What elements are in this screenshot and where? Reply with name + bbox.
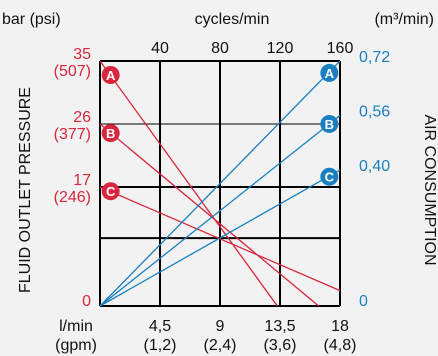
left-tick-label: 0 [82, 293, 91, 310]
top-tick-label: 120 [267, 40, 294, 57]
bottom-tick-sublabel: (3,6) [264, 337, 297, 354]
right-tick-label: 0 [359, 293, 368, 310]
left-tick-label: 17 [73, 172, 91, 189]
pressure-line-b [99, 123, 320, 307]
pressure-series-a-badge [101, 66, 120, 84]
bottom-tick-label: 9 [216, 318, 225, 335]
series [99, 60, 341, 307]
air-series-a-badge [320, 63, 339, 82]
air-line-c [99, 169, 341, 307]
air-series-a-badge-label: A [325, 66, 335, 81]
bottom-tick-label: 4,5 [149, 318, 171, 335]
air-line-b [99, 114, 341, 307]
top-tick-label: 80 [211, 40, 229, 57]
pressure-line-c [99, 186, 341, 292]
bottom-tick-sublabel: (4,8) [324, 337, 357, 354]
right-unit-label: (m³/min) [374, 11, 434, 28]
air-series-c-badge-label: C [325, 170, 335, 185]
top-tick-label: 160 [327, 40, 354, 57]
pressure-series-c-badge [101, 182, 120, 201]
pressure-series-c-badge-label: C [106, 184, 116, 199]
bottom-unit-sub-label: (gpm) [55, 337, 97, 354]
bottom-tick-label: 13,5 [264, 318, 295, 335]
left-tick-sublabel: (507) [54, 63, 91, 80]
pressure-line-a [99, 60, 278, 307]
right-tick-label: 0,72 [359, 49, 390, 66]
top-axis-title: cycles/min [195, 11, 270, 28]
bottom-tick-sublabel: (1,2) [144, 337, 177, 354]
pressure-series-b-badge-label: B [106, 126, 115, 141]
left-tick-sublabel: (377) [54, 126, 91, 143]
bottom-tick-sublabel: (2,4) [204, 337, 237, 354]
pressure-series-a-badge-label: A [106, 68, 116, 83]
air-series-c-badge [320, 167, 339, 186]
left-tick-label: 35 [73, 46, 91, 63]
series-markers: A B C A B C [101, 63, 339, 201]
air-series-b-badge [320, 114, 339, 133]
right-tick-label: 0,40 [359, 158, 390, 175]
left-tick-sublabel: (246) [54, 189, 91, 206]
top-tick-label: 40 [151, 40, 169, 57]
left-axis-title: FLUID OUTLET PRESSURE [17, 87, 34, 293]
left-unit-label: bar (psi) [2, 11, 61, 28]
tick-labels: 40 80 120 160 4,5 (1,2) 9 (2,4) 13,5 (3,6) 18 (4,8)… [54, 40, 391, 354]
left-tick-label: 26 [73, 109, 91, 126]
right-axis-title: AIR CONSUMPTION [421, 114, 438, 265]
bottom-tick-label: 18 [331, 318, 349, 335]
bottom-unit-label: l/min [59, 318, 93, 335]
air-line-a [99, 60, 341, 307]
pressure-series-b-badge [101, 124, 120, 143]
right-tick-label: 0,56 [359, 103, 390, 120]
air-series-b-badge-label: B [325, 117, 334, 132]
